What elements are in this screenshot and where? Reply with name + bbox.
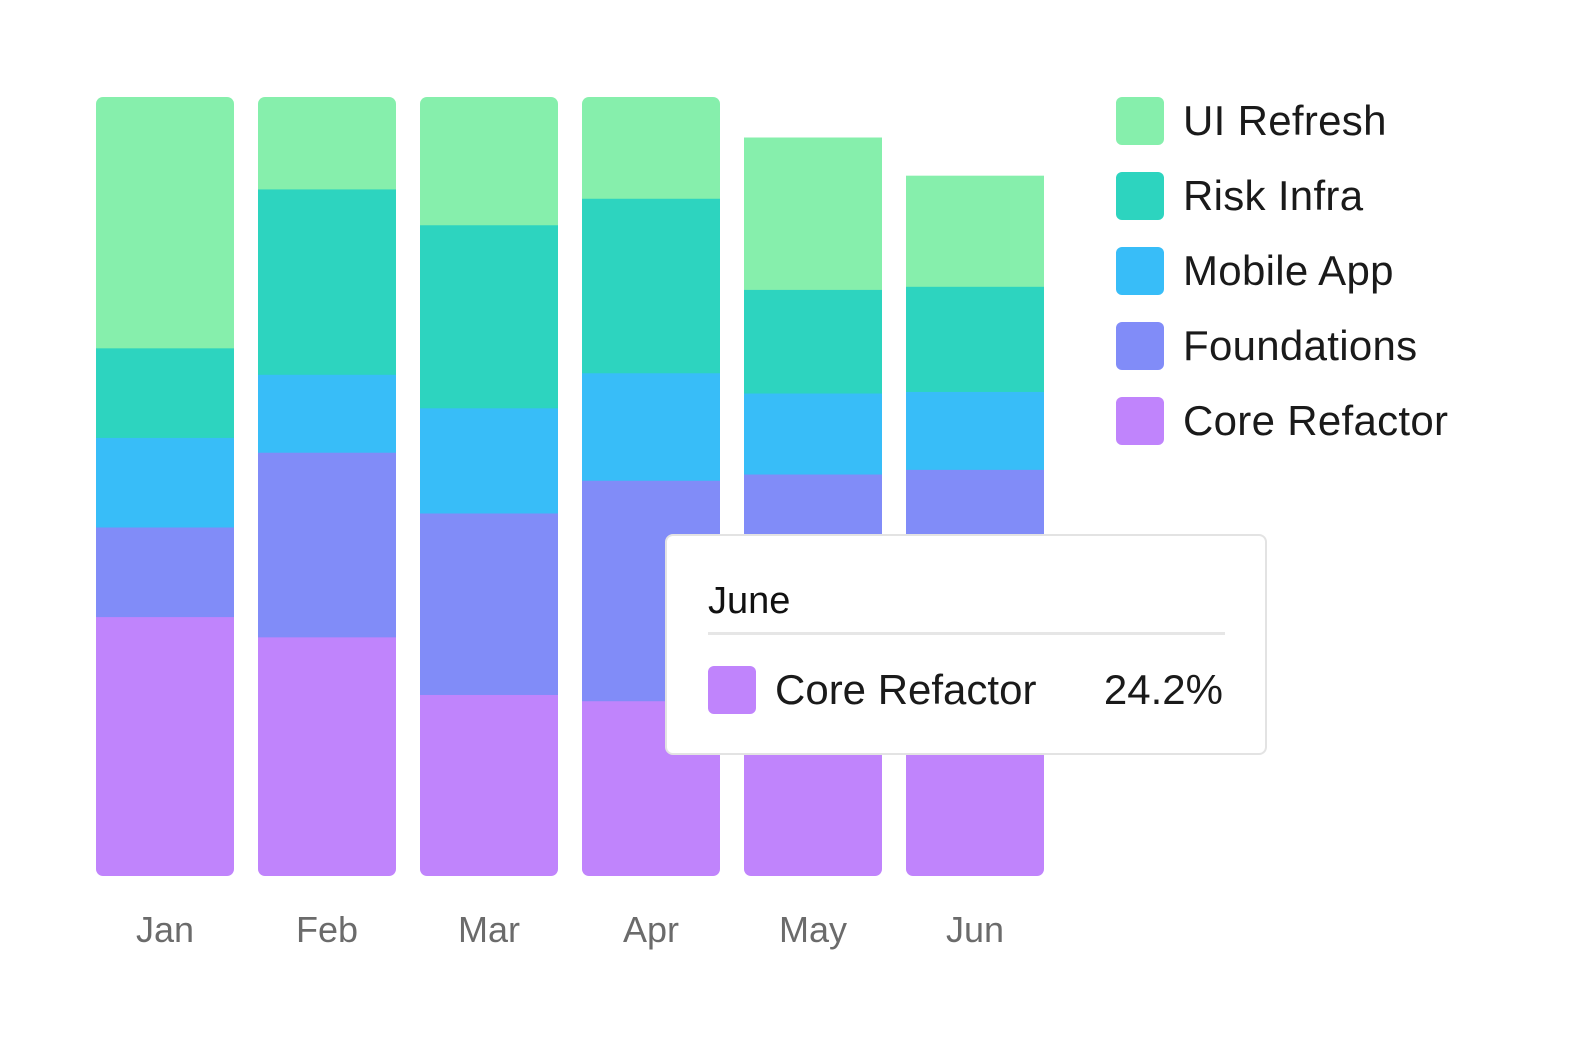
bar-segment-jan-mobile-app[interactable] xyxy=(96,437,234,528)
legend-item-ui-refresh[interactable]: UI Refresh xyxy=(1116,97,1448,145)
bar-segment-jun-risk-infra[interactable] xyxy=(906,286,1044,392)
bar-segment-mar-foundations[interactable] xyxy=(420,512,558,695)
legend-swatch-ui-refresh xyxy=(1116,97,1164,145)
legend-swatch-mobile-app xyxy=(1116,247,1164,295)
legend-label-core-refactor: Core Refactor xyxy=(1183,397,1449,444)
tooltip-color-swatch xyxy=(708,666,756,714)
x-tick-label-apr: Apr xyxy=(623,909,679,950)
bar-segment-jun-mobile-app[interactable] xyxy=(906,391,1044,470)
bar-stack-jun[interactable] xyxy=(906,175,1044,877)
tooltip-series-name: Core Refactor xyxy=(775,666,1037,713)
legend-label-foundations: Foundations xyxy=(1183,322,1418,369)
bar-segment-jan-core-refactor[interactable] xyxy=(96,616,234,877)
legend-label-risk-infra: Risk Infra xyxy=(1183,172,1364,219)
bar-segment-apr-ui-refresh[interactable] xyxy=(582,97,720,199)
bar-segment-mar-risk-infra[interactable] xyxy=(420,224,558,409)
bar-segment-feb-foundations[interactable] xyxy=(258,452,396,638)
legend-swatch-foundations xyxy=(1116,322,1164,370)
bar-segment-feb-core-refactor[interactable] xyxy=(258,636,396,877)
legend-item-core-refactor[interactable]: Core Refactor xyxy=(1116,397,1448,445)
x-tick-label-jun: Jun xyxy=(946,909,1004,950)
x-tick-label-may: May xyxy=(779,909,847,950)
bar-segment-mar-mobile-app[interactable] xyxy=(420,407,558,514)
legend-item-foundations[interactable]: Foundations xyxy=(1116,322,1448,370)
bar-segment-mar-core-refactor[interactable] xyxy=(420,694,558,876)
bar-segment-jan-ui-refresh[interactable] xyxy=(96,97,234,349)
tooltip-title: June xyxy=(708,580,791,622)
bar-stack-mar[interactable] xyxy=(420,97,558,877)
bar-stack-may[interactable] xyxy=(744,137,882,877)
bar-stack-jan[interactable] xyxy=(96,97,234,877)
legend-swatch-risk-infra xyxy=(1116,172,1164,220)
chart-tooltip: June Core Refactor 24.2% xyxy=(665,534,1267,755)
legend-label-mobile-app: Mobile App xyxy=(1183,247,1394,294)
bar-segment-feb-mobile-app[interactable] xyxy=(258,374,396,453)
x-tick-label-mar: Mar xyxy=(458,909,520,950)
tooltip-row: Core Refactor 24.2% xyxy=(708,666,1223,714)
bar-segment-may-mobile-app[interactable] xyxy=(744,393,882,475)
bar-segment-apr-risk-infra[interactable] xyxy=(582,198,720,374)
legend-item-risk-infra[interactable]: Risk Infra xyxy=(1116,172,1448,220)
bar-segment-apr-mobile-app[interactable] xyxy=(582,372,720,481)
x-axis-labels: Jan Feb Mar Apr May Jun xyxy=(136,909,1004,950)
bar-segment-jan-risk-infra[interactable] xyxy=(96,347,234,438)
bar-segment-jun-ui-refresh[interactable] xyxy=(906,175,1044,287)
tooltip-divider xyxy=(708,632,1225,635)
bar-stack-feb[interactable] xyxy=(258,97,396,877)
bar-segment-feb-risk-infra[interactable] xyxy=(258,188,396,375)
bar-segment-jan-foundations[interactable] xyxy=(96,527,234,618)
x-tick-label-jan: Jan xyxy=(136,909,194,950)
bars-layer xyxy=(96,97,1044,877)
x-tick-label-feb: Feb xyxy=(296,909,358,950)
legend-item-mobile-app[interactable]: Mobile App xyxy=(1116,247,1448,295)
bar-segment-may-risk-infra[interactable] xyxy=(744,289,882,394)
legend-label-ui-refresh: UI Refresh xyxy=(1183,97,1387,144)
legend-swatch-core-refactor xyxy=(1116,397,1164,445)
bar-segment-may-ui-refresh[interactable] xyxy=(744,137,882,290)
bar-segment-mar-ui-refresh[interactable] xyxy=(420,97,558,226)
bar-stack-apr[interactable] xyxy=(582,97,720,877)
bar-segment-feb-ui-refresh[interactable] xyxy=(258,97,396,190)
tooltip-value: 24.2% xyxy=(1103,666,1223,713)
chart-legend: UI Refresh Risk Infra Mobile App Foundation… xyxy=(1116,97,1448,472)
